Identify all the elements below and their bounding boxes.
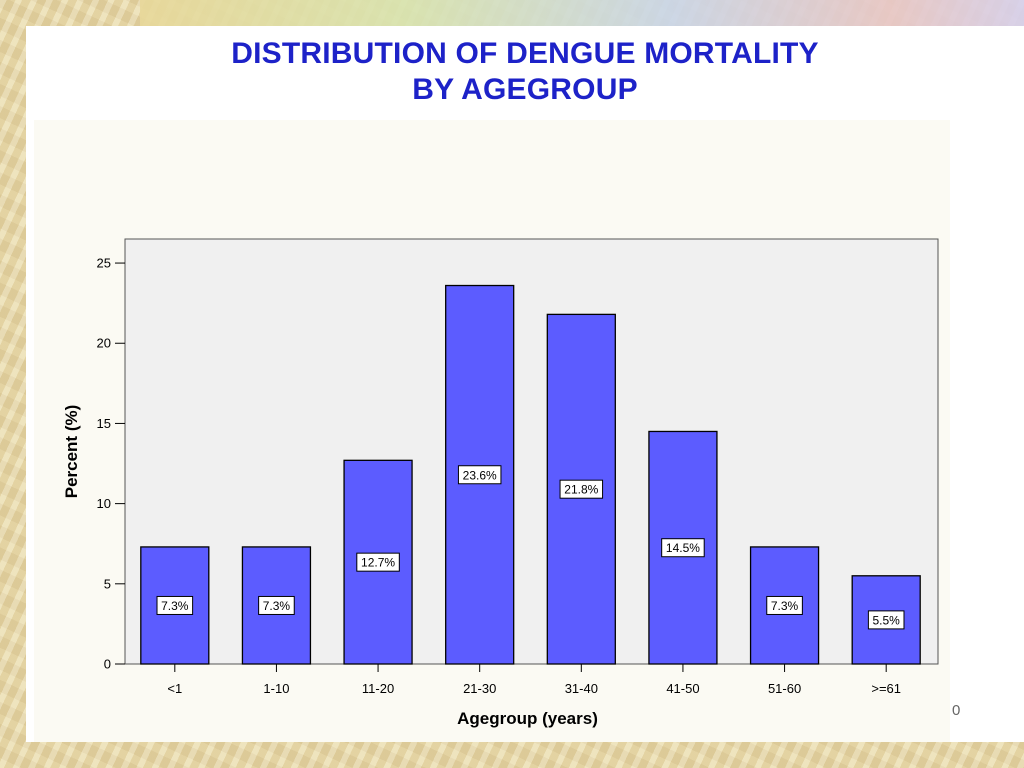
page-corner-mark: 0 bbox=[952, 702, 961, 719]
data-label-box bbox=[457, 465, 502, 485]
x-tick-label: >=61 bbox=[871, 681, 901, 696]
x-tick-label: 21-30 bbox=[463, 681, 496, 696]
y-tick-label: 5 bbox=[104, 576, 111, 591]
y-tick-label: 20 bbox=[97, 336, 111, 351]
data-label-box bbox=[867, 610, 905, 630]
x-tick-label: 11-20 bbox=[362, 681, 394, 696]
data-label: 12.7% bbox=[361, 556, 395, 570]
x-tick-label: 1-10 bbox=[263, 681, 289, 696]
y-tick-label: 25 bbox=[97, 256, 111, 271]
data-label: 14.5% bbox=[666, 541, 700, 555]
y-axis-label: Percent (%) bbox=[62, 405, 81, 499]
data-label: 7.3% bbox=[263, 599, 291, 613]
y-tick-label: 15 bbox=[97, 416, 111, 431]
data-label-box bbox=[559, 479, 604, 499]
title-line-2: BY AGEGROUP bbox=[412, 73, 638, 106]
data-label: 7.3% bbox=[161, 599, 189, 613]
x-axis-label: Agegroup (years) bbox=[457, 709, 598, 728]
data-label: 21.8% bbox=[564, 483, 598, 497]
data-label: 5.5% bbox=[873, 613, 901, 627]
data-label-box bbox=[156, 595, 194, 615]
bar bbox=[445, 284, 515, 665]
data-label-box bbox=[661, 538, 705, 558]
x-tick-label: 41-50 bbox=[666, 681, 699, 696]
y-tick-label: 0 bbox=[104, 657, 111, 672]
data-label: 7.3% bbox=[771, 599, 799, 613]
top-decorative-banner bbox=[140, 0, 1024, 26]
x-tick-label: 31-40 bbox=[565, 681, 598, 696]
x-tick-label: 51-60 bbox=[768, 681, 801, 696]
title-line-1: DISTRIBUTION OF DENGUE MORTALITY bbox=[231, 37, 819, 70]
data-label-box bbox=[356, 552, 400, 572]
x-tick-label: <1 bbox=[167, 681, 182, 696]
y-tick-label: 10 bbox=[97, 496, 111, 511]
slide-title: DISTRIBUTION OF DENGUE MORTALITY BY AGEG… bbox=[26, 36, 1024, 108]
data-label-box bbox=[258, 595, 295, 615]
data-label-box bbox=[766, 595, 803, 615]
data-label: 23.6% bbox=[463, 468, 497, 482]
